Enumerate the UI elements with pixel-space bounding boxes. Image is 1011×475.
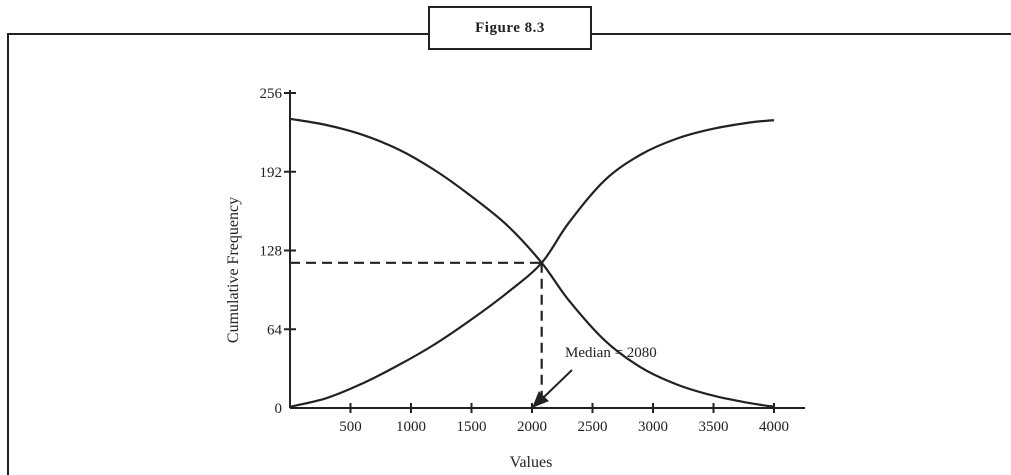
y-tick-label: 128 [260,244,283,260]
x-tick-label: 1500 [457,419,487,435]
plot-area: 500 1000 1500 2000 2500 3000 3500 4000 0 64 128 192… [225,86,805,471]
y-tick-label: 0 [275,401,283,417]
figure-frame [7,33,1011,475]
y-tick-label: 256 [260,86,283,102]
y-axis-label: Cumulative Frequency [225,197,242,343]
y-tick-label: 64 [267,322,283,338]
figure-title-box: Figure 8.3 [428,6,592,50]
x-tick-label: 2000 [517,419,547,435]
x-tick-label: 1000 [396,419,426,435]
x-tick-label: 500 [339,419,362,435]
x-tick-label: 3500 [699,419,729,435]
median-arrow-head [532,391,549,408]
x-axis-label: Values [510,454,553,471]
y-tick-label: 192 [260,165,283,181]
x-tick-label: 2500 [578,419,608,435]
figure-title: Figure 8.3 [475,19,545,36]
more-than-ogive-curve [289,119,775,408]
x-tick-label: 4000 [759,419,789,435]
median-annotation: Median = 2080 [565,345,657,361]
x-tick-label: 3000 [638,419,668,435]
median-arrow-shaft [543,369,573,398]
